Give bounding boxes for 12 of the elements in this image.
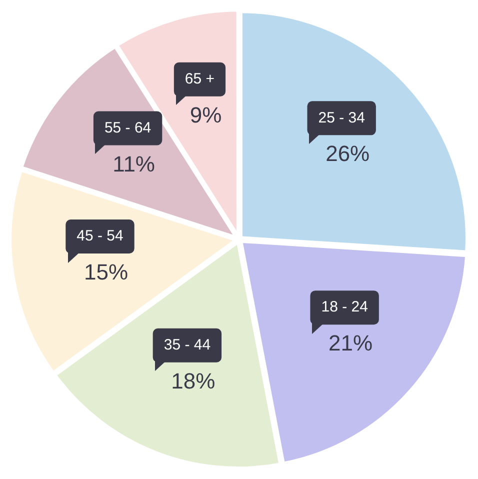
data-label: 15% <box>84 260 128 285</box>
slice-label: 65 + <box>184 70 215 88</box>
slice-label: 55 - 64 <box>104 119 152 136</box>
slice-label: 45 - 54 <box>76 228 124 245</box>
data-label: 26% <box>326 141 370 166</box>
slice-label: 18 - 24 <box>321 298 368 316</box>
data-label: 11% <box>112 151 155 176</box>
slice-label: 25 - 34 <box>318 109 365 126</box>
slice-label: 35 - 44 <box>164 336 211 354</box>
data-label: 18% <box>171 368 216 394</box>
data-label: 21% <box>328 330 373 356</box>
data-label: 9% <box>190 102 222 128</box>
